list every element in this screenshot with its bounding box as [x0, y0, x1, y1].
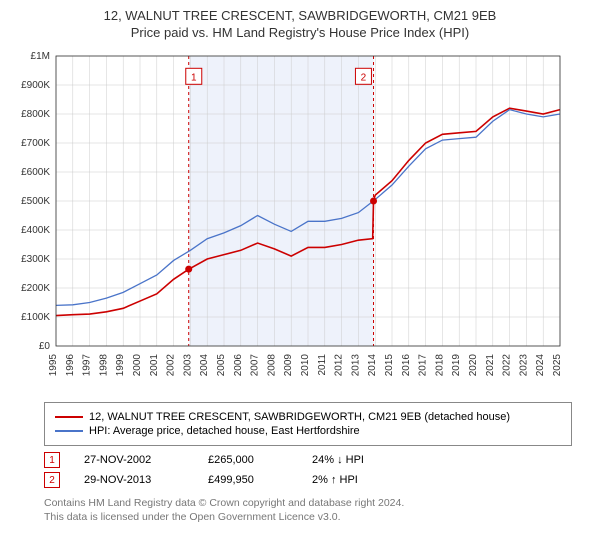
sale-delta: 24% ↓ HPI	[312, 454, 364, 466]
legend-item: HPI: Average price, detached house, East…	[55, 425, 561, 437]
svg-text:2017: 2017	[418, 354, 429, 377]
line-chart: £0 £100K £200K £300K £400K £500K £600K £700K £80…	[8, 46, 568, 396]
chart-area: £0 £100K £200K £300K £400K £500K £600K £700K £80…	[8, 46, 592, 396]
svg-text:2021: 2021	[485, 354, 496, 377]
sale-price: £265,000	[208, 454, 288, 466]
sale-date: 29-NOV-2013	[84, 474, 184, 486]
svg-text:2008: 2008	[266, 354, 277, 377]
svg-text:1998: 1998	[98, 354, 109, 377]
svg-text:2007: 2007	[250, 354, 261, 377]
svg-text:2: 2	[361, 72, 367, 83]
sale-delta: 2% ↑ HPI	[312, 474, 358, 486]
svg-text:2012: 2012	[334, 354, 345, 377]
sale-marker: 1	[44, 452, 60, 468]
footer-line2: This data is licensed under the Open Gov…	[44, 510, 572, 524]
svg-text:2002: 2002	[166, 354, 177, 377]
svg-text:1995: 1995	[48, 354, 59, 377]
sale-row: 2 29-NOV-2013 £499,950 2% ↑ HPI	[44, 472, 572, 488]
sale-price: £499,950	[208, 474, 288, 486]
svg-text:2011: 2011	[317, 354, 328, 376]
chart-subtitle: Price paid vs. HM Land Registry's House …	[8, 25, 592, 40]
svg-text:£400K: £400K	[21, 225, 50, 236]
svg-text:1996: 1996	[65, 354, 76, 377]
svg-text:2006: 2006	[233, 354, 244, 377]
svg-text:2000: 2000	[132, 354, 143, 377]
sale-date: 27-NOV-2002	[84, 454, 184, 466]
svg-text:2018: 2018	[434, 354, 445, 377]
svg-text:£100K: £100K	[21, 312, 50, 323]
legend-label: 12, WALNUT TREE CRESCENT, SAWBRIDGEWORTH…	[89, 411, 510, 423]
legend-item: 12, WALNUT TREE CRESCENT, SAWBRIDGEWORTH…	[55, 411, 561, 423]
svg-text:1999: 1999	[115, 354, 126, 377]
svg-text:2009: 2009	[283, 354, 294, 377]
svg-text:2015: 2015	[384, 354, 395, 377]
svg-text:2020: 2020	[468, 354, 479, 377]
svg-text:2005: 2005	[216, 354, 227, 377]
svg-text:£700K: £700K	[21, 138, 50, 149]
svg-text:2016: 2016	[401, 354, 412, 377]
svg-text:2025: 2025	[552, 354, 563, 377]
svg-text:1997: 1997	[82, 354, 93, 377]
svg-text:2023: 2023	[518, 354, 529, 377]
svg-text:£800K: £800K	[21, 109, 50, 120]
svg-text:£0: £0	[39, 341, 51, 352]
chart-title: 12, WALNUT TREE CRESCENT, SAWBRIDGEWORTH…	[8, 8, 592, 23]
svg-text:2022: 2022	[502, 354, 513, 377]
svg-text:£900K: £900K	[21, 80, 50, 91]
legend-swatch	[55, 416, 83, 418]
legend-label: HPI: Average price, detached house, East…	[89, 425, 360, 437]
svg-text:2001: 2001	[149, 354, 160, 377]
legend: 12, WALNUT TREE CRESCENT, SAWBRIDGEWORTH…	[44, 402, 572, 446]
svg-text:£1M: £1M	[31, 51, 50, 62]
svg-text:1: 1	[191, 72, 197, 83]
svg-text:2014: 2014	[367, 354, 378, 377]
svg-text:£200K: £200K	[21, 283, 50, 294]
svg-text:2003: 2003	[182, 354, 193, 377]
svg-text:2024: 2024	[535, 354, 546, 377]
sale-marker: 2	[44, 472, 60, 488]
sale-row: 1 27-NOV-2002 £265,000 24% ↓ HPI	[44, 452, 572, 468]
svg-text:2013: 2013	[350, 354, 361, 377]
footer-attribution: Contains HM Land Registry data © Crown c…	[44, 496, 572, 524]
sale-events-table: 1 27-NOV-2002 £265,000 24% ↓ HPI 2 29-NOV-201…	[44, 452, 572, 488]
svg-text:£300K: £300K	[21, 254, 50, 265]
svg-text:2019: 2019	[451, 354, 462, 377]
legend-swatch	[55, 430, 83, 432]
svg-text:2004: 2004	[199, 354, 210, 377]
footer-line1: Contains HM Land Registry data © Crown c…	[44, 496, 572, 510]
svg-text:£500K: £500K	[21, 196, 50, 207]
svg-text:£600K: £600K	[21, 167, 50, 178]
svg-text:2010: 2010	[300, 354, 311, 377]
